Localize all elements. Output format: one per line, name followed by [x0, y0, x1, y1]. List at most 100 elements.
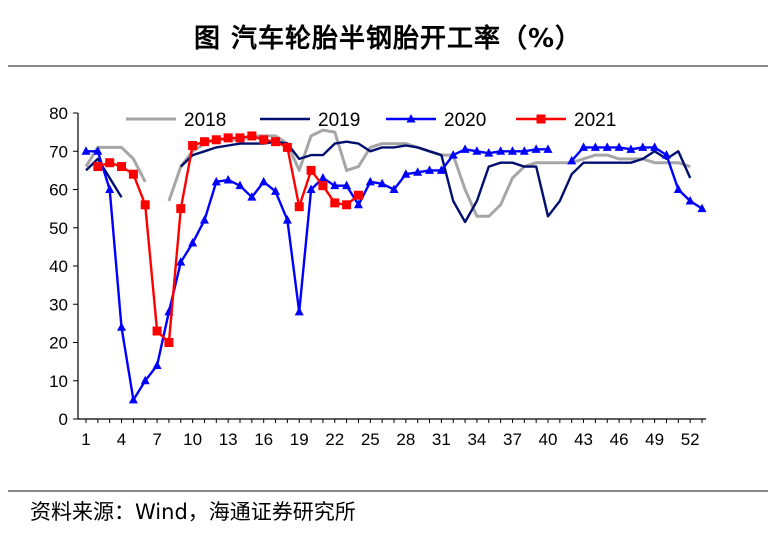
- legend-item-2018: 2018: [126, 110, 226, 131]
- x-tick-label: 40: [539, 430, 558, 449]
- legend-label: 2019: [318, 110, 360, 131]
- data-point-2021: [199, 137, 209, 147]
- y-tick-label: 30: [49, 295, 68, 314]
- y-tick-label: 70: [49, 142, 68, 161]
- x-tick-label: 37: [503, 430, 522, 449]
- x-tick-label: 34: [467, 430, 486, 449]
- data-point-2020: [306, 184, 316, 193]
- data-point-2021: [105, 158, 115, 168]
- data-point-2020: [199, 215, 209, 224]
- x-tick-label: 43: [574, 430, 593, 449]
- legend-marker: [536, 114, 546, 124]
- data-point-2020: [282, 215, 292, 224]
- y-tick-label: 10: [49, 372, 68, 391]
- data-point-2020: [567, 155, 577, 165]
- legend-label: 2021: [574, 110, 616, 131]
- x-tick-label: 49: [645, 430, 664, 449]
- x-tick-label: 1: [81, 430, 90, 449]
- data-point-2020: [638, 142, 648, 151]
- series-line-2020: [86, 148, 548, 402]
- data-point-2021: [140, 200, 150, 210]
- data-point-2021: [247, 131, 257, 141]
- data-point-2021: [318, 181, 328, 191]
- data-point-2020: [519, 146, 529, 155]
- data-point-2020: [188, 238, 198, 247]
- data-point-2021: [294, 202, 304, 212]
- legend-label: 2018: [184, 110, 226, 131]
- data-point-2020: [365, 176, 375, 186]
- x-tick-label: 52: [681, 430, 700, 449]
- top-divider: [8, 65, 768, 67]
- x-tick-label: 28: [396, 430, 415, 449]
- data-point-2020: [318, 173, 328, 182]
- data-point-2020: [685, 195, 695, 205]
- data-point-2020: [128, 394, 138, 404]
- data-point-2020: [235, 180, 245, 190]
- series-2021: [93, 131, 363, 347]
- data-point-2020: [448, 150, 458, 159]
- y-tick-label: 60: [49, 181, 68, 200]
- data-point-2021: [282, 142, 292, 152]
- data-point-2020: [507, 146, 517, 155]
- x-tick-label: 7: [152, 430, 161, 449]
- x-tick-label: 22: [325, 430, 344, 449]
- data-point-2020: [389, 184, 399, 193]
- data-point-2020: [661, 150, 671, 159]
- data-point-2020: [697, 203, 707, 213]
- data-point-2020: [271, 186, 281, 195]
- data-point-2021: [330, 198, 340, 208]
- x-tick-label: 10: [183, 430, 202, 449]
- data-point-2020: [579, 142, 589, 151]
- data-point-2020: [531, 144, 541, 153]
- data-point-2020: [152, 360, 162, 369]
- data-point-2020: [413, 167, 423, 176]
- data-point-2020: [93, 146, 103, 155]
- data-point-2020: [543, 144, 553, 153]
- data-point-2020: [211, 176, 221, 186]
- series-layer: [81, 128, 707, 404]
- series-line-2019: [179, 140, 692, 224]
- data-point-2020: [602, 142, 612, 151]
- axes: 0 10 20 30 40 50 60 70 80 1 4 7 10 13 16 19 22 25 28 31 34 37…: [49, 104, 706, 449]
- series-2018: [84, 128, 691, 218]
- x-tick-label: 31: [432, 430, 451, 449]
- data-point-2021: [223, 133, 233, 143]
- y-tick-label: 0: [59, 410, 68, 429]
- data-point-2021: [259, 135, 269, 145]
- data-point-2021: [176, 204, 186, 214]
- data-point-2020: [176, 257, 186, 266]
- x-tick-label: 25: [361, 430, 380, 449]
- data-point-2021: [353, 190, 363, 200]
- data-point-2020: [436, 165, 446, 174]
- data-point-2020: [425, 165, 435, 174]
- x-tick-label: 19: [290, 430, 309, 449]
- y-tick-label: 40: [49, 257, 68, 276]
- chart-title: 图 汽车轮胎半钢胎开工率（%）: [193, 24, 583, 54]
- data-point-2020: [401, 169, 411, 178]
- data-point-2021: [128, 169, 138, 179]
- legend-label: 2020: [444, 110, 486, 131]
- y-tick-label: 50: [49, 219, 68, 238]
- data-point-2021: [188, 141, 198, 151]
- data-point-2020: [81, 146, 91, 155]
- data-point-2020: [377, 178, 387, 188]
- data-point-2020: [247, 192, 257, 201]
- data-point-2020: [590, 142, 600, 151]
- data-point-2020: [353, 199, 363, 209]
- legend-marker: [406, 114, 416, 123]
- data-point-2021: [117, 162, 127, 172]
- bottom-divider: [8, 490, 768, 492]
- data-point-2020: [460, 144, 470, 153]
- data-point-2020: [626, 144, 636, 153]
- x-tick-label: 4: [117, 430, 126, 449]
- legend-item-2019: 2019: [260, 110, 360, 131]
- legend-item-2021: 2021: [516, 110, 616, 131]
- data-point-2020: [140, 375, 150, 385]
- data-point-2020: [472, 146, 482, 155]
- source-note: 资料来源：Wind，海通证券研究所: [30, 500, 356, 524]
- data-point-2020: [330, 180, 340, 190]
- data-point-2021: [164, 338, 174, 347]
- data-point-2021: [93, 162, 103, 172]
- series-2020: [81, 142, 707, 404]
- data-point-2020: [117, 322, 127, 331]
